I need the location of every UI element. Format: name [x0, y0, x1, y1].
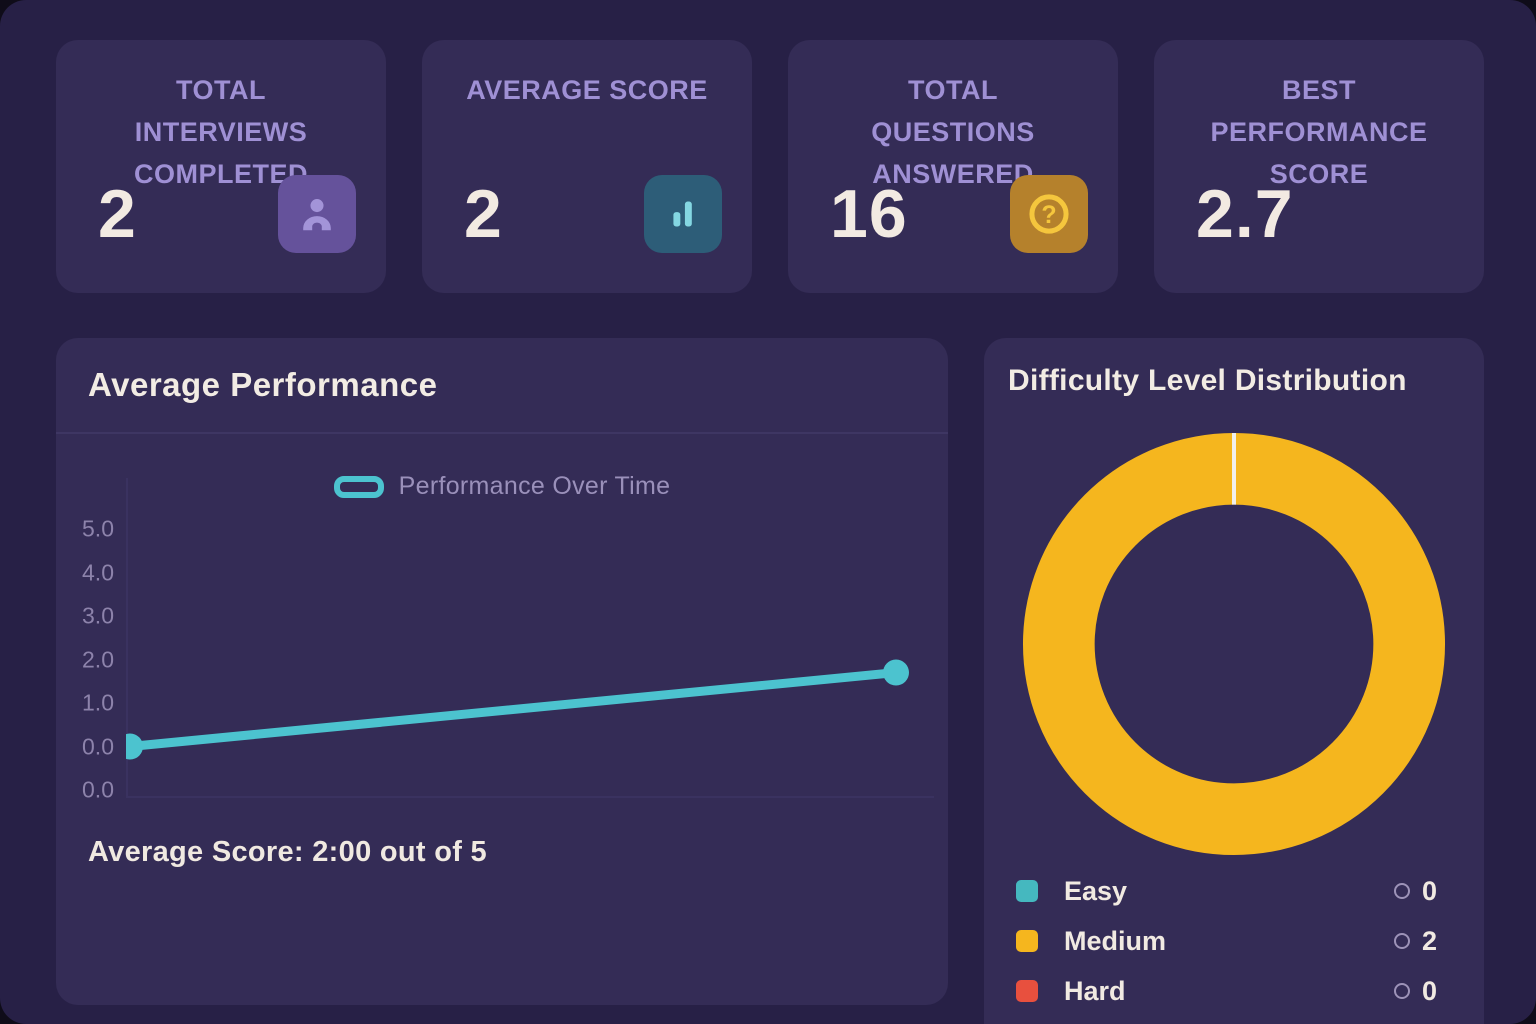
difficulty-distribution-title: Difficulty Level Distribution	[1008, 364, 1407, 397]
medium-swatch-icon	[1016, 930, 1038, 952]
total-interviews-value: 2	[98, 176, 137, 252]
stat-title: TOTAL INTERVIEWS COMPLETED	[133, 75, 308, 189]
best-performance-value: 2.7	[1196, 176, 1294, 252]
legend-label: Performance Over Time	[398, 472, 671, 500]
divider	[56, 432, 948, 434]
legend-row-easy[interactable]: Easy 0	[984, 866, 1484, 916]
user-icon	[278, 175, 356, 253]
easy-swatch-icon	[1016, 880, 1038, 902]
medium-count: 2	[1422, 925, 1438, 956]
stat-card-average-score: AVERAGE SCORE 2	[422, 40, 752, 293]
y-axis-tick-label: 0.0	[82, 776, 114, 803]
legend-row-medium[interactable]: Medium 2	[984, 916, 1484, 966]
easy-count: 0	[1422, 875, 1438, 906]
performance-line-chart	[126, 478, 934, 798]
bar-chart-icon	[644, 175, 722, 253]
average-performance-card: Average Performance Performance Over Tim…	[56, 338, 948, 1005]
legend-swatch-icon	[333, 475, 384, 498]
y-axis-tick-label: 4.0	[82, 559, 114, 585]
stat-card-total-questions: TOTAL QUESTIONS ANSWERED 16 ?	[788, 40, 1118, 293]
donut-legend: Easy 0 Medium 2 Hard 0	[984, 866, 1484, 1016]
medium-label: Medium	[1064, 925, 1167, 956]
stat-title: AVERAGE SCORE	[466, 75, 708, 105]
svg-text:?: ?	[1041, 201, 1056, 229]
stat-card-best-performance: BEST PERFORMANCE SCORE 2.7	[1154, 40, 1484, 293]
hard-count: 0	[1422, 975, 1438, 1006]
y-axis-tick-label: 1.0	[82, 689, 114, 716]
stat-title: BEST PERFORMANCE SCORE	[1210, 75, 1428, 189]
line-chart-legend[interactable]: Performance Over Time	[56, 472, 948, 501]
stats-row: TOTAL INTERVIEWS COMPLETED 2 AVERAGE SCO…	[56, 40, 1484, 293]
stat-card-total-interviews: TOTAL INTERVIEWS COMPLETED 2	[56, 40, 386, 293]
main-row: Average Performance Performance Over Tim…	[56, 338, 1484, 1024]
total-questions-value: 16	[830, 176, 908, 252]
y-axis-labels: 5.0 4.0 3.0 2.0 1.0 0.0 0.0	[56, 478, 126, 803]
count-circle-icon	[1394, 933, 1410, 949]
count-circle-icon	[1394, 983, 1410, 999]
y-axis-tick-label: 2.0	[82, 646, 114, 672]
average-performance-title: Average Performance	[88, 366, 438, 403]
hard-swatch-icon	[1016, 980, 1038, 1002]
question-icon: ?	[1010, 175, 1088, 253]
difficulty-donut-chart	[1022, 432, 1446, 856]
stat-title: TOTAL QUESTIONS ANSWERED	[871, 75, 1035, 189]
easy-label: Easy	[1064, 875, 1128, 906]
y-axis-tick-label: 0.0	[82, 733, 114, 759]
average-score-value: 2	[464, 176, 503, 252]
difficulty-distribution-card: Difficulty Level Distribution Easy 0 Med…	[984, 338, 1484, 1024]
hard-label: Hard	[1064, 975, 1126, 1006]
y-axis-tick-label: 5.0	[82, 515, 114, 542]
legend-row-hard[interactable]: Hard 0	[984, 966, 1484, 1016]
line-chart-area: 5.0 4.0 3.0 2.0 1.0 0.0 0.0	[56, 478, 948, 803]
average-score-caption: Average Score: 2:00 out of 5	[88, 836, 487, 868]
y-axis-tick-label: 3.0	[82, 602, 114, 629]
count-circle-icon	[1394, 883, 1410, 899]
